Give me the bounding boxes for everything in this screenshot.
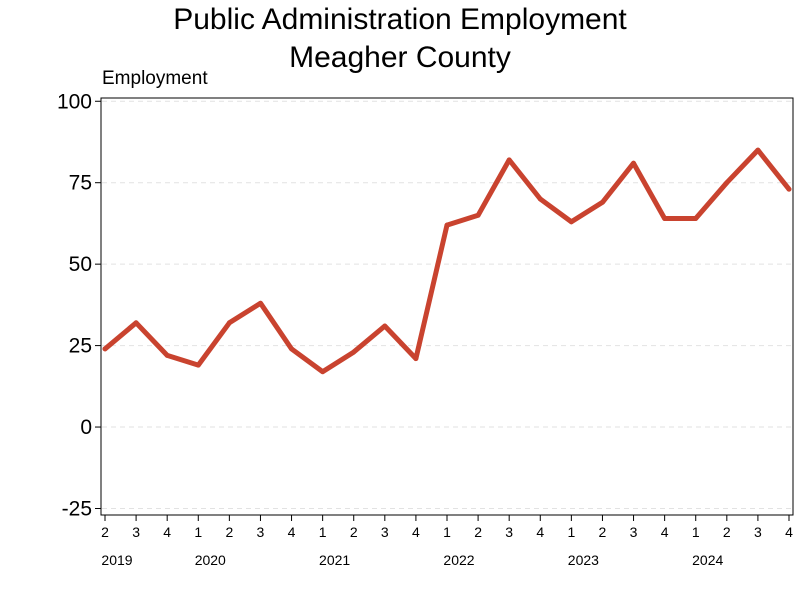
x-tick-label: 1 — [319, 524, 327, 540]
data-point — [258, 300, 263, 306]
data-point — [755, 147, 761, 153]
data-point — [413, 356, 419, 362]
x-tick-label: 1 — [194, 524, 202, 540]
data-point — [600, 199, 605, 205]
x-tick-label: 4 — [412, 524, 420, 540]
x-tick-label: 2 — [474, 524, 482, 540]
year-label: 2019 — [101, 552, 132, 568]
data-point — [320, 369, 326, 375]
data-point — [568, 219, 574, 225]
x-tick-label: 4 — [536, 524, 544, 540]
y-tick-label: 25 — [69, 335, 92, 358]
data-point — [382, 323, 388, 329]
data-point — [631, 160, 636, 166]
x-tick-label: 1 — [443, 524, 451, 540]
data-point — [506, 157, 512, 163]
data-point — [226, 320, 232, 326]
data-point — [724, 180, 730, 186]
chart-title-line-2: Meagher County — [289, 41, 511, 74]
x-tick-label: 3 — [505, 524, 513, 540]
year-label: 2022 — [443, 552, 474, 568]
x-tick-label: 4 — [288, 524, 296, 540]
data-point — [289, 346, 294, 352]
y-tick-label: 0 — [80, 416, 92, 439]
data-point — [662, 216, 668, 221]
data-point — [444, 222, 450, 228]
data-point — [475, 212, 481, 218]
data-point — [164, 352, 170, 358]
x-tick-label: 2 — [599, 524, 607, 540]
data-point — [693, 216, 699, 221]
x-tick-label: 1 — [567, 524, 575, 540]
x-tick-label: 3 — [132, 524, 140, 540]
data-point — [133, 320, 139, 326]
data-point — [786, 186, 792, 192]
chart-title-line-1: Public Administration Employment — [173, 3, 627, 36]
data-point — [351, 349, 357, 355]
data-point — [195, 362, 201, 368]
data-point — [537, 196, 543, 202]
x-tick-label: 3 — [257, 524, 265, 540]
y-tick-label: 75 — [69, 172, 92, 195]
x-tick-label: 3 — [381, 524, 389, 540]
series-line — [102, 147, 792, 375]
x-tick-label: 2 — [225, 524, 233, 540]
year-label: 2021 — [319, 552, 350, 568]
y-axis-label: Employment — [102, 68, 208, 89]
year-label: 2024 — [692, 552, 723, 568]
x-tick-label: 4 — [661, 524, 669, 540]
x-tick-label: 1 — [692, 524, 700, 540]
x-tick-label: 3 — [630, 524, 638, 540]
x-tick-label: 4 — [163, 524, 171, 540]
y-tick-label: 50 — [69, 253, 92, 276]
data-point — [102, 346, 108, 352]
x-tick-label: 2 — [101, 524, 109, 540]
year-label: 2020 — [195, 552, 226, 568]
x-tick-label: 3 — [754, 524, 762, 540]
x-tick-label: 2 — [350, 524, 358, 540]
y-tick-label: 100 — [57, 90, 92, 113]
plot-frame — [100, 97, 794, 516]
year-label: 2023 — [568, 552, 599, 568]
y-tick-label: -25 — [62, 497, 92, 520]
x-tick-label: 4 — [785, 524, 793, 540]
x-tick-label: 2 — [723, 524, 731, 540]
